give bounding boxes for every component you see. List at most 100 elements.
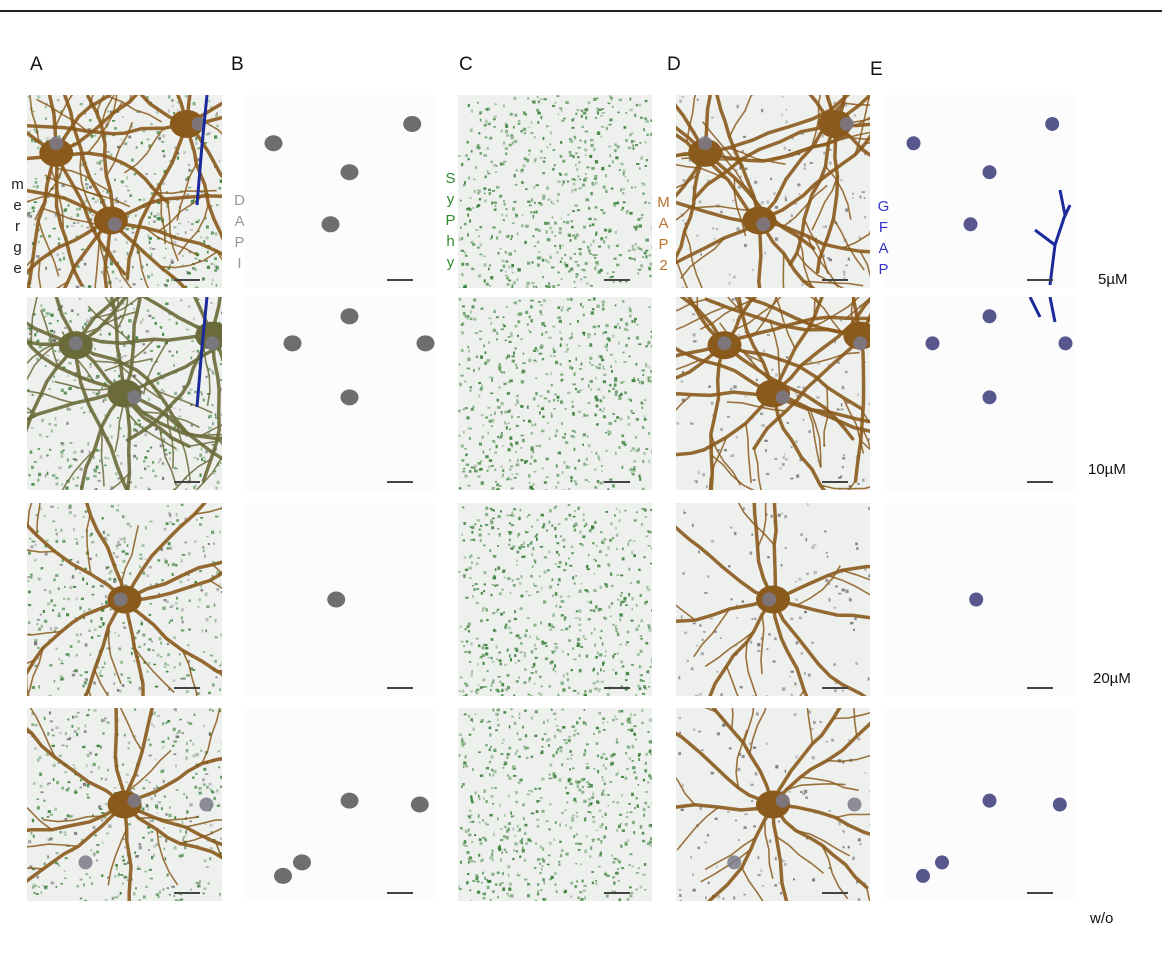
speckle xyxy=(221,662,223,665)
speckle xyxy=(634,380,636,382)
speckle xyxy=(150,447,152,449)
speckle xyxy=(693,333,696,336)
speckle xyxy=(491,638,494,641)
speckle xyxy=(497,724,500,727)
speckle xyxy=(553,149,555,151)
speckle xyxy=(53,578,56,581)
speckle xyxy=(164,796,166,798)
speckle xyxy=(564,461,566,464)
speckle xyxy=(527,323,529,325)
speckle xyxy=(510,479,513,481)
speckle xyxy=(696,235,698,237)
speckle xyxy=(181,616,183,619)
speckle xyxy=(551,267,554,269)
speckle xyxy=(173,666,176,668)
speckle xyxy=(596,742,598,745)
speckle xyxy=(470,386,473,388)
nucleus xyxy=(49,136,63,150)
speckle xyxy=(537,349,539,351)
speckle xyxy=(145,526,147,529)
speckle xyxy=(468,208,471,211)
speckle xyxy=(547,569,550,572)
speckle xyxy=(565,264,568,267)
speckle xyxy=(557,284,560,286)
speckle xyxy=(514,618,517,620)
speckle xyxy=(509,469,511,471)
speckle xyxy=(615,305,617,307)
speckle xyxy=(556,486,558,489)
speckle xyxy=(555,592,558,595)
speckle xyxy=(133,283,136,285)
speckle xyxy=(639,224,642,227)
speckle xyxy=(472,768,474,771)
speckle xyxy=(835,585,838,587)
speckle xyxy=(477,189,480,191)
speckle xyxy=(66,789,69,791)
speckle xyxy=(634,258,636,261)
speckle xyxy=(186,796,188,799)
speckle xyxy=(187,271,189,274)
speckle xyxy=(65,732,67,735)
speckle xyxy=(38,448,40,450)
speckle xyxy=(217,481,220,484)
speckle xyxy=(473,318,476,321)
speckle xyxy=(511,267,513,269)
speckle xyxy=(47,472,49,475)
speckle xyxy=(609,431,611,434)
speckle xyxy=(58,587,60,590)
speckle xyxy=(813,544,816,546)
speckle xyxy=(629,257,631,259)
speckle xyxy=(64,313,66,315)
speckle xyxy=(601,630,603,632)
speckle xyxy=(566,792,569,795)
speckle xyxy=(84,323,87,326)
speckle xyxy=(615,360,617,363)
speckle xyxy=(129,526,132,528)
speckle xyxy=(645,250,648,252)
speckle xyxy=(464,448,467,450)
speckle xyxy=(186,674,189,676)
speckle xyxy=(181,504,184,506)
speckle xyxy=(169,894,171,896)
speckle xyxy=(602,301,605,304)
speckle xyxy=(470,860,473,862)
speckle xyxy=(214,265,217,268)
speckle xyxy=(533,215,535,218)
speckle xyxy=(471,561,473,564)
speckle xyxy=(581,544,584,546)
speckle xyxy=(533,624,536,627)
speckle xyxy=(97,635,100,637)
speckle xyxy=(643,192,645,195)
speckle xyxy=(535,423,537,425)
speckle xyxy=(542,195,545,198)
speckle xyxy=(476,146,479,149)
speckle xyxy=(497,896,499,899)
speckle xyxy=(582,786,584,788)
speckle xyxy=(630,450,632,452)
speckle xyxy=(139,557,142,559)
speckle xyxy=(464,683,467,685)
speckle xyxy=(640,650,643,653)
speckle xyxy=(72,716,74,719)
speckle xyxy=(535,286,537,289)
speckle xyxy=(195,287,198,290)
speckle xyxy=(471,531,473,534)
speckle xyxy=(148,662,150,665)
speckle xyxy=(559,606,561,608)
speckle xyxy=(508,822,511,825)
speckle xyxy=(550,131,552,134)
speckle xyxy=(786,356,788,358)
speckle xyxy=(840,320,842,322)
speckle xyxy=(598,688,600,691)
speckle xyxy=(462,506,464,508)
speckle xyxy=(588,384,590,387)
speckle xyxy=(475,166,477,168)
speckle xyxy=(619,418,622,421)
speckle xyxy=(626,672,629,675)
speckle xyxy=(465,154,468,156)
speckle xyxy=(491,419,494,422)
speckle xyxy=(195,137,197,140)
speckle xyxy=(159,836,162,838)
speckle xyxy=(547,738,550,741)
speckle xyxy=(578,248,581,250)
